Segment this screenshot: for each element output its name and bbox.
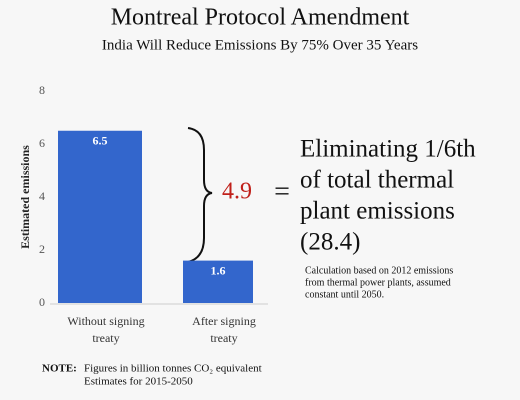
note-line: Figures in billion tonnes CO₂ equivalent: [84, 363, 262, 375]
difference-label: 4.9: [222, 179, 252, 205]
equals-sign: =: [274, 176, 290, 207]
footnote-line: from thermal power plants, assumed: [305, 277, 451, 288]
annotation-line: plant emissions: [300, 198, 455, 225]
y-tick-label: 4: [39, 189, 45, 203]
note-line: Estimates for 2015-2050: [84, 376, 193, 388]
y-tick-label: 8: [39, 83, 45, 97]
x-tick-label: After signing treaty: [192, 314, 256, 345]
bar: [183, 260, 253, 303]
y-tick-label: 6: [39, 136, 45, 150]
annotation-line: (28.4): [300, 229, 360, 256]
value-label: 1.6: [211, 263, 226, 277]
chart-title: Montreal Protocol Amendment: [111, 5, 410, 31]
annotation-line: of total thermal: [300, 167, 454, 194]
chart-subtitle: India Will Reduce Emissions By 75% Over …: [102, 37, 418, 53]
note-label: NOTE:: [42, 363, 77, 375]
annotation-line: Eliminating 1/6th: [300, 136, 476, 163]
y-tick-label: 0: [39, 295, 45, 309]
footnote-line: constant until 2050.: [305, 289, 384, 300]
value-label: 6.5: [93, 134, 108, 148]
footnote-line: Calculation based on 2012 emissions: [305, 265, 453, 276]
bar: [58, 130, 142, 303]
y-axis-label: Estimated emissions: [18, 145, 32, 249]
y-tick-label: 2: [39, 242, 45, 256]
brace: [187, 127, 213, 263]
x-tick-label: Without signing treaty: [67, 314, 145, 345]
